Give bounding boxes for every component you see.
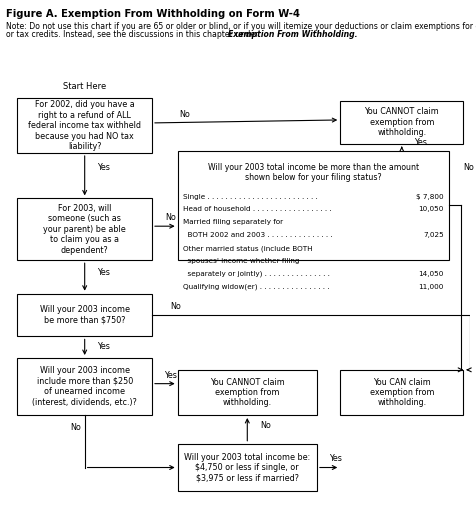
Text: No: No xyxy=(179,110,190,119)
Text: No: No xyxy=(170,302,181,311)
Point xyxy=(446,202,452,209)
Text: spouses' income whether filing: spouses' income whether filing xyxy=(183,258,300,264)
Bar xyxy=(178,370,317,415)
Text: You CANNOT claim
exemption from
withholding.: You CANNOT claim exemption from withhold… xyxy=(210,377,285,407)
Point xyxy=(458,202,464,209)
Text: Yes: Yes xyxy=(414,138,427,146)
Bar xyxy=(17,198,152,260)
Bar xyxy=(178,151,449,260)
Point xyxy=(458,202,464,209)
Text: Figure A. Exemption From Withholding on Form W-4: Figure A. Exemption From Withholding on … xyxy=(6,9,300,19)
Text: No: No xyxy=(260,421,271,430)
Point xyxy=(149,312,155,318)
Text: 7,025: 7,025 xyxy=(423,232,444,238)
Text: Married filing separately for: Married filing separately for xyxy=(183,220,283,225)
Text: Start Here: Start Here xyxy=(63,82,106,91)
Text: Will your 2003 total income be:
$4,750 or less if single, or
$3,975 or less if m: Will your 2003 total income be: $4,750 o… xyxy=(184,453,310,482)
Text: Other married status (include BOTH: Other married status (include BOTH xyxy=(183,245,313,252)
Text: For 2002, did you have a
right to a refund of ALL
federal income tax withheld
be: For 2002, did you have a right to a refu… xyxy=(28,100,141,151)
Text: Yes: Yes xyxy=(97,163,109,172)
Point xyxy=(467,312,473,318)
Text: No: No xyxy=(165,213,176,222)
Text: separately or jointly) . . . . . . . . . . . . . . .: separately or jointly) . . . . . . . . .… xyxy=(183,271,330,277)
Text: You CAN claim
exemption from
withholding.: You CAN claim exemption from withholding… xyxy=(369,377,434,407)
Bar xyxy=(17,294,152,336)
Bar xyxy=(17,358,152,415)
Bar xyxy=(17,98,152,153)
Text: Yes: Yes xyxy=(329,455,342,463)
Text: No: No xyxy=(70,422,81,431)
Text: Will your 2003 total income be more than the amount
shown below for your filing : Will your 2003 total income be more than… xyxy=(208,162,419,182)
Point xyxy=(82,465,88,471)
Text: Will your 2003 income
include more than $250
of unearned income
(interest, divid: Will your 2003 income include more than … xyxy=(32,366,137,406)
Text: Qualifying widow(er) . . . . . . . . . . . . . . . .: Qualifying widow(er) . . . . . . . . . .… xyxy=(183,283,330,290)
Text: Yes: Yes xyxy=(97,268,109,277)
Text: Exemption From Withholding.: Exemption From Withholding. xyxy=(228,30,358,39)
Point xyxy=(458,367,464,373)
Bar xyxy=(340,370,463,415)
Point xyxy=(467,312,473,318)
Text: Note: Do not use this chart if you are 65 or older or blind, or if you will item: Note: Do not use this chart if you are 6… xyxy=(6,22,476,31)
Text: Yes: Yes xyxy=(97,343,109,351)
Text: Will your 2003 income
be more than $750?: Will your 2003 income be more than $750? xyxy=(40,305,129,325)
Point xyxy=(82,412,88,418)
Point xyxy=(467,367,473,373)
Bar xyxy=(340,101,463,144)
Bar xyxy=(178,444,317,491)
Text: You CANNOT claim
exemption from
withholding.: You CANNOT claim exemption from withhold… xyxy=(365,107,439,137)
Text: For 2003, will
someone (such as
your parent) be able
to claim you as a
dependent: For 2003, will someone (such as your par… xyxy=(43,204,126,255)
Text: 10,050: 10,050 xyxy=(418,207,444,212)
Text: Yes: Yes xyxy=(164,371,177,379)
Text: BOTH 2002 and 2003 . . . . . . . . . . . . . . .: BOTH 2002 and 2003 . . . . . . . . . . .… xyxy=(183,232,333,238)
Text: Head of household . . . . . . . . . . . . . . . . . .: Head of household . . . . . . . . . . . … xyxy=(183,207,332,212)
Text: 11,000: 11,000 xyxy=(418,283,444,290)
Text: $ 7,800: $ 7,800 xyxy=(416,194,444,200)
Text: Single . . . . . . . . . . . . . . . . . . . . . . . . .: Single . . . . . . . . . . . . . . . . .… xyxy=(183,194,318,200)
Text: 14,050: 14,050 xyxy=(418,271,444,277)
Text: or tax credits. Instead, see the discussions in this chapter under: or tax credits. Instead, see the discuss… xyxy=(6,30,260,39)
Text: No: No xyxy=(463,162,474,172)
